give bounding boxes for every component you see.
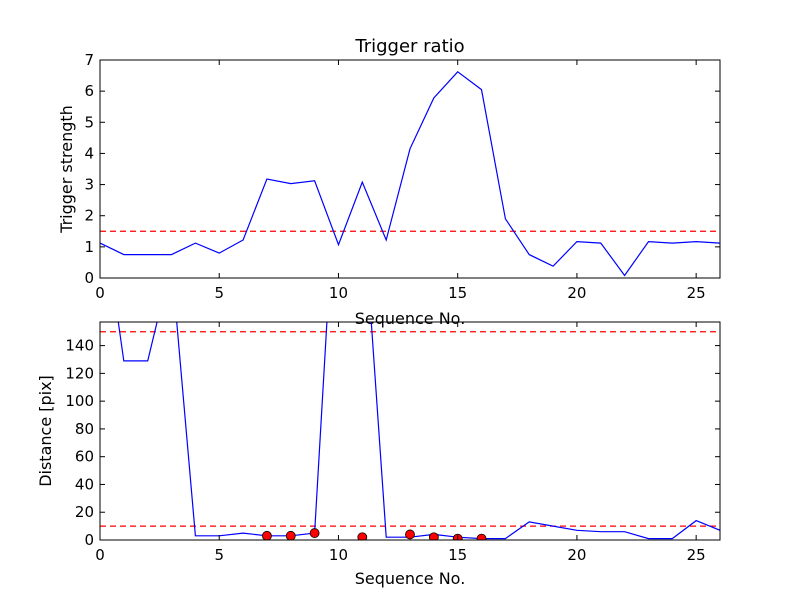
plot-area: 0 5 10 15 20 25 0 1 2 3 4 5 6 7 bbox=[84, 51, 721, 302]
y-tick-label: 20 bbox=[75, 503, 94, 521]
y-axis-label: Distance [pix] bbox=[36, 375, 55, 487]
data-marker bbox=[405, 529, 415, 540]
x-tick-label: 0 bbox=[95, 546, 105, 564]
series-line bbox=[117, 322, 720, 540]
data-marker bbox=[285, 530, 296, 540]
x-tick-label: 15 bbox=[448, 284, 467, 302]
y-tick-label: 80 bbox=[75, 420, 94, 438]
chart-title: Trigger ratio bbox=[354, 36, 464, 57]
y-tick-label: 1 bbox=[84, 238, 94, 256]
x-tick-label: 10 bbox=[329, 546, 348, 564]
trigger-ratio-chart: Trigger ratio Sequence No. Trigger stren… bbox=[57, 36, 721, 328]
y-tick-label: 40 bbox=[75, 475, 94, 493]
y-tick-label: 6 bbox=[84, 82, 94, 100]
plot-frame bbox=[99, 59, 721, 279]
y-tick-label: 140 bbox=[65, 337, 94, 355]
y-tick-label: 5 bbox=[84, 113, 94, 131]
x-axis-label: Sequence No. bbox=[355, 309, 466, 328]
x-tick-label: 5 bbox=[214, 546, 224, 564]
plot-content bbox=[100, 70, 720, 277]
plot-area: 0 5 10 15 20 25 0 20 40 60 80 100 120 140 bbox=[65, 321, 721, 564]
y-tick-label: 0 bbox=[84, 531, 94, 549]
y-tick-label: 0 bbox=[84, 269, 94, 287]
data-marker bbox=[357, 532, 368, 540]
distance-chart: Sequence No. Distance [pix] 0 5 10 15 20 25 0 2… bbox=[36, 321, 721, 588]
data-marker bbox=[476, 533, 487, 540]
x-tick-label: 20 bbox=[567, 284, 586, 302]
x-tick-label: 5 bbox=[214, 284, 224, 302]
y-tick-label: 3 bbox=[84, 176, 94, 194]
x-tick-label: 10 bbox=[329, 284, 348, 302]
y-tick-label: 7 bbox=[84, 51, 94, 69]
y-tick-label: 120 bbox=[65, 364, 94, 382]
y-tick-label: 4 bbox=[84, 144, 94, 162]
data-marker bbox=[262, 530, 272, 540]
data-marker bbox=[309, 528, 320, 538]
x-axis-label: Sequence No. bbox=[355, 569, 466, 588]
y-tick-label: 60 bbox=[75, 448, 94, 466]
y-tick-label: 2 bbox=[84, 207, 94, 225]
data-marker bbox=[428, 532, 439, 540]
series-line bbox=[100, 70, 720, 277]
x-tick-label: 25 bbox=[687, 284, 706, 302]
plot-content bbox=[100, 322, 720, 540]
x-tick-label: 20 bbox=[567, 546, 586, 564]
x-tick-label: 15 bbox=[448, 546, 467, 564]
y-tick-label: 100 bbox=[65, 392, 94, 410]
y-axis-label: Trigger strength bbox=[57, 105, 76, 234]
plot-frame bbox=[99, 321, 721, 541]
x-tick-label: 25 bbox=[687, 546, 706, 564]
x-tick-label: 0 bbox=[95, 284, 105, 302]
